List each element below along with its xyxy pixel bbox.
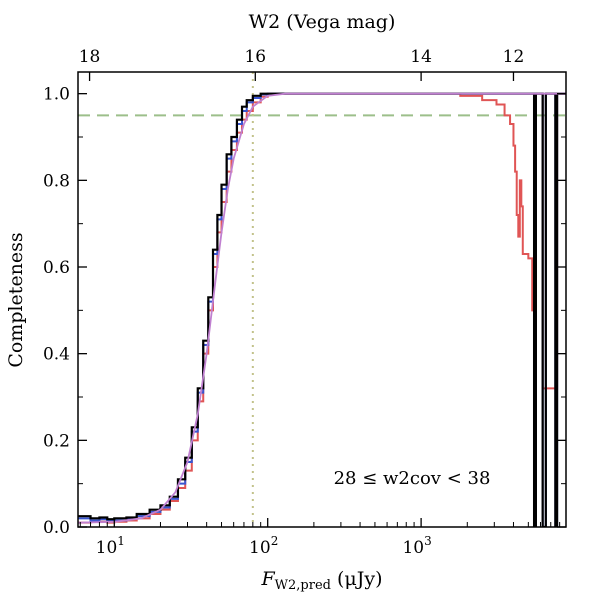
y-tick-label-1: 0.2: [43, 431, 70, 451]
series-line-1: [78, 92, 566, 527]
series-line-3: [78, 92, 566, 524]
x-axis-label-sub: W2,pred: [275, 578, 331, 593]
annotation-label: 28 ≤ w2cov < 38: [334, 468, 491, 489]
y-tick-label-3: 0.6: [43, 258, 70, 278]
top-tick-label-2: 14: [410, 47, 432, 67]
top-tick-label-3: 12: [503, 47, 525, 67]
x-tick-label-base-2: 10: [402, 538, 424, 558]
x-tick-label-exp-0: 1: [117, 534, 125, 548]
y-tick-label-0: 0.0: [43, 518, 70, 538]
top-axis-label: W2 (Vega mag): [249, 11, 396, 33]
x-tick-label-2: 103: [402, 534, 431, 558]
x-tick-label-base-0: 10: [96, 538, 118, 558]
series-line-0: [78, 92, 566, 527]
x-tick-label-0: 101: [96, 534, 125, 558]
top-tick-label-0: 18: [79, 47, 101, 67]
x-axis-label-main: F: [260, 568, 275, 590]
y-tick-label-4: 0.8: [43, 171, 70, 191]
y-tick-label-2: 0.4: [43, 345, 70, 365]
top-tick-label-1: 16: [244, 47, 266, 67]
y-axis-label: Completeness: [5, 232, 27, 367]
x-tick-label-exp-2: 3: [424, 534, 432, 548]
x-axis-label: FW2,pred (μJy): [260, 568, 382, 593]
x-tick-label-base-1: 10: [249, 538, 271, 558]
x-axis-label-unit: (μJy): [331, 568, 383, 590]
series-line-2: [78, 92, 566, 527]
plot-frame: [77, 71, 567, 528]
x-tick-label-1: 102: [249, 534, 278, 558]
x-tick-label-exp-1: 2: [271, 534, 279, 548]
y-tick-label-5: 1.0: [43, 85, 70, 105]
